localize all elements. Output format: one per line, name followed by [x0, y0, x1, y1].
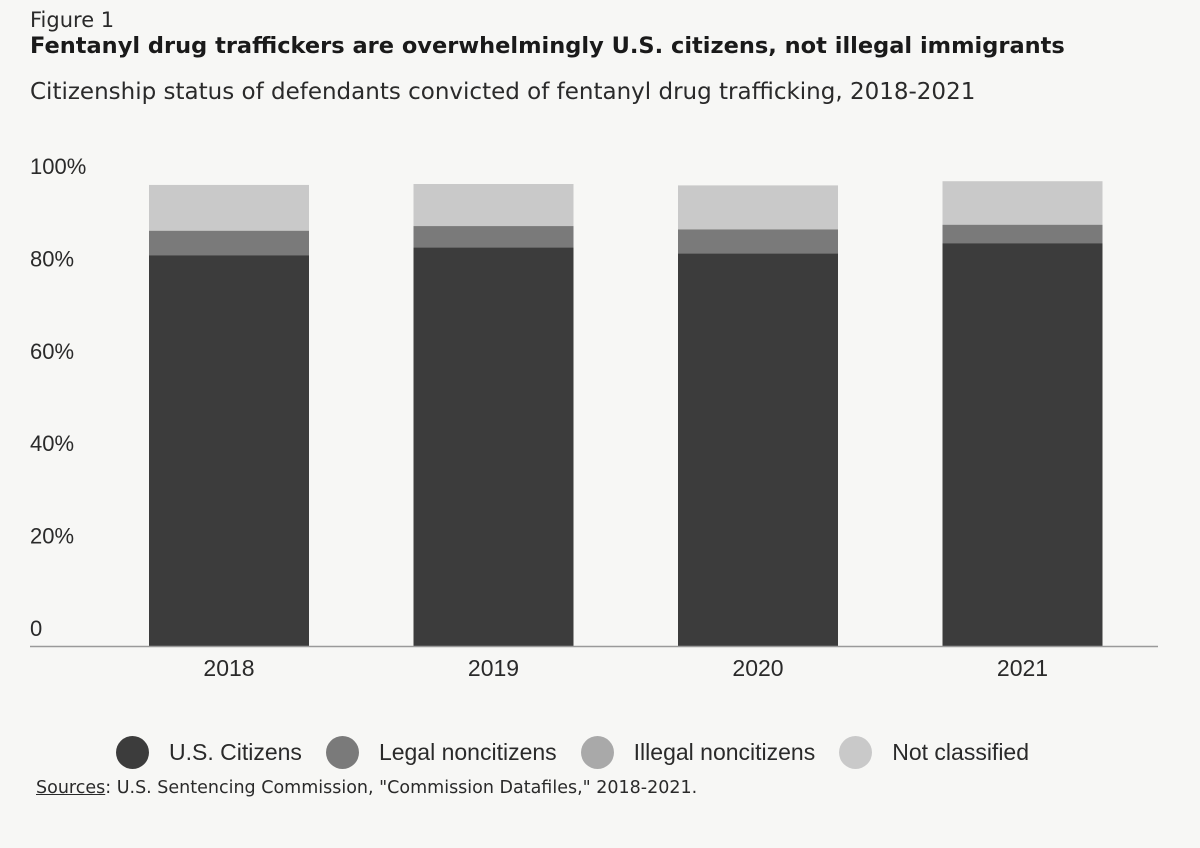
- y-tick-label: 80%: [30, 246, 74, 271]
- legend-item-us-citizens: U.S. Citizens: [116, 735, 302, 769]
- legend-swatch-illegal-noncitizens: [580, 735, 614, 769]
- bar-segment-not-classified-2021: [942, 181, 1103, 225]
- sources-text: : U.S. Sentencing Commission, "Commissio…: [105, 778, 698, 798]
- legend-label: U.S. Citizens: [169, 738, 302, 765]
- bar-segment-legal-noncitizens-2019: [413, 226, 574, 248]
- x-tick-label: 2020: [732, 655, 783, 681]
- bar-segment-not-classified-2020: [678, 185, 838, 230]
- legend-swatch-not-classified: [839, 735, 873, 769]
- chart-title: Fentanyl drug traffickers are overwhelmi…: [30, 33, 1065, 59]
- y-tick-label: 20%: [30, 524, 74, 549]
- sources-note: Sources: U.S. Sentencing Commission, "Co…: [36, 778, 697, 798]
- legend-item-not-classified: Not classified: [839, 735, 1030, 769]
- y-tick-label: 60%: [30, 339, 74, 364]
- y-tick-label: 100%: [30, 154, 86, 179]
- bar-segment-legal-noncitizens-2018: [149, 230, 309, 256]
- legend-item-illegal-noncitizens: Illegal noncitizens: [580, 735, 816, 769]
- bar-segment-not-classified-2019: [413, 184, 574, 227]
- bar-segment-legal-noncitizens-2021: [942, 224, 1103, 244]
- legend-label: Illegal noncitizens: [633, 738, 816, 765]
- bar-segment-legal-noncitizens-2020: [678, 229, 838, 254]
- sources-label: Sources: [36, 778, 106, 798]
- bar-segment-u-s-citizens-2018: [149, 255, 309, 646]
- y-tick-label: 0: [30, 616, 42, 641]
- bar-segment-u-s-citizens-2019: [413, 247, 574, 646]
- chart-subtitle: Citizenship status of defendants convict…: [30, 79, 976, 105]
- legend: U.S. Citizens Legal noncitizens Illegal …: [116, 732, 1053, 772]
- bar-segment-u-s-citizens-2021: [942, 243, 1103, 647]
- legend-swatch-us-citizens: [116, 735, 149, 769]
- legend-swatch-legal-noncitizens: [325, 735, 359, 769]
- legend-label: Not classified: [892, 738, 1030, 765]
- legend-label: Legal noncitizens: [378, 738, 557, 765]
- x-tick-label: 2019: [468, 655, 519, 681]
- legend-item-legal-noncitizens: Legal noncitizens: [325, 735, 557, 769]
- y-tick-label: 40%: [30, 431, 74, 456]
- x-tick-label: 2018: [203, 655, 254, 681]
- figure-label: Figure 1: [30, 8, 115, 32]
- bar-segment-u-s-citizens-2020: [678, 253, 838, 647]
- bar-segment-not-classified-2018: [149, 184, 309, 231]
- x-tick-label: 2021: [997, 655, 1048, 681]
